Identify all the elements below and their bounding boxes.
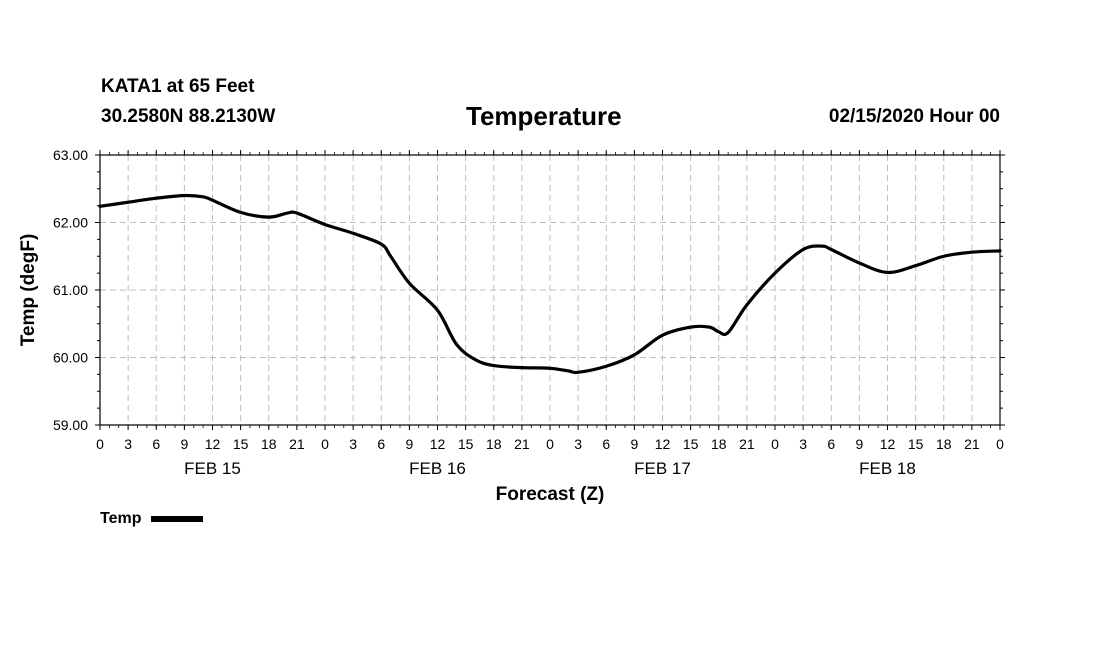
x-tick-label: 15 (683, 436, 699, 452)
x-tick-label: 9 (405, 436, 413, 452)
x-tick-label: 0 (546, 436, 554, 452)
x-tick-label: 0 (96, 436, 104, 452)
temp-series-line (98, 193, 1002, 375)
chart-title: Temperature (466, 101, 622, 131)
x-tick-label: 21 (514, 436, 530, 452)
y-tick-label: 62.00 (53, 215, 88, 231)
y-tick-label: 59.00 (53, 417, 88, 433)
x-tick-label: 18 (936, 436, 952, 452)
x-tick-label: 9 (630, 436, 638, 452)
x-tick-label: 15 (233, 436, 249, 452)
x-axis-title: Forecast (Z) (496, 484, 605, 505)
x-tick-label: 18 (261, 436, 277, 452)
x-tick-label: 3 (799, 436, 807, 452)
x-tick-label: 6 (377, 436, 385, 452)
x-tick-label: 6 (827, 436, 835, 452)
location-label: 30.2580N 88.2130W (101, 106, 276, 127)
x-tick-label: 3 (349, 436, 357, 452)
x-tick-label: 9 (180, 436, 188, 452)
y-tick-labels: 59.00 60.00 61.00 62.00 63.00 (53, 147, 88, 433)
x-tick-label: 12 (430, 436, 446, 452)
x-tick-label: 3 (574, 436, 582, 452)
axis-ticks (95, 150, 1005, 430)
x-tick-label: 0 (321, 436, 329, 452)
x-tick-label: 12 (880, 436, 896, 452)
legend: Temp (100, 510, 204, 528)
day-label: FEB 16 (409, 459, 466, 478)
x-tick-label: 9 (855, 436, 863, 452)
y-tick-label: 61.00 (53, 282, 88, 298)
day-label: FEB 18 (859, 459, 916, 478)
x-tick-label: 0 (771, 436, 779, 452)
day-label: FEB 15 (184, 459, 241, 478)
legend-label: Temp (100, 510, 142, 527)
x-tick-label: 0 (996, 436, 1004, 452)
x-tick-label: 15 (908, 436, 924, 452)
x-tick-label: 18 (711, 436, 727, 452)
x-tick-label: 18 (486, 436, 502, 452)
day-label: FEB 17 (634, 459, 691, 478)
y-tick-label: 60.00 (53, 350, 88, 366)
station-label: KATA1 at 65 Feet (101, 76, 255, 97)
grid-lines (100, 155, 1000, 425)
y-axis-title: Temp (degF) (18, 234, 39, 347)
x-tick-label: 6 (602, 436, 610, 452)
x-tick-label: 3 (124, 436, 132, 452)
x-tick-label: 21 (964, 436, 980, 452)
legend-swatch (151, 516, 204, 522)
x-tick-label: 12 (655, 436, 671, 452)
y-tick-label: 63.00 (53, 147, 88, 163)
x-tick-label: 12 (205, 436, 221, 452)
day-labels: FEB 15 FEB 16 FEB 17 FEB 18 (184, 459, 916, 478)
x-tick-labels: 0 3 6 9 12 15 18 21 0 3 6 9 12 15 18 21 0 3 6 9 12 15 18 21 0 3 6 9… (96, 436, 1004, 452)
x-tick-label: 21 (289, 436, 305, 452)
x-tick-label: 6 (152, 436, 160, 452)
x-tick-label: 21 (739, 436, 755, 452)
datetime-label: 02/15/2020 Hour 00 (828, 106, 1000, 127)
x-tick-label: 15 (458, 436, 474, 452)
